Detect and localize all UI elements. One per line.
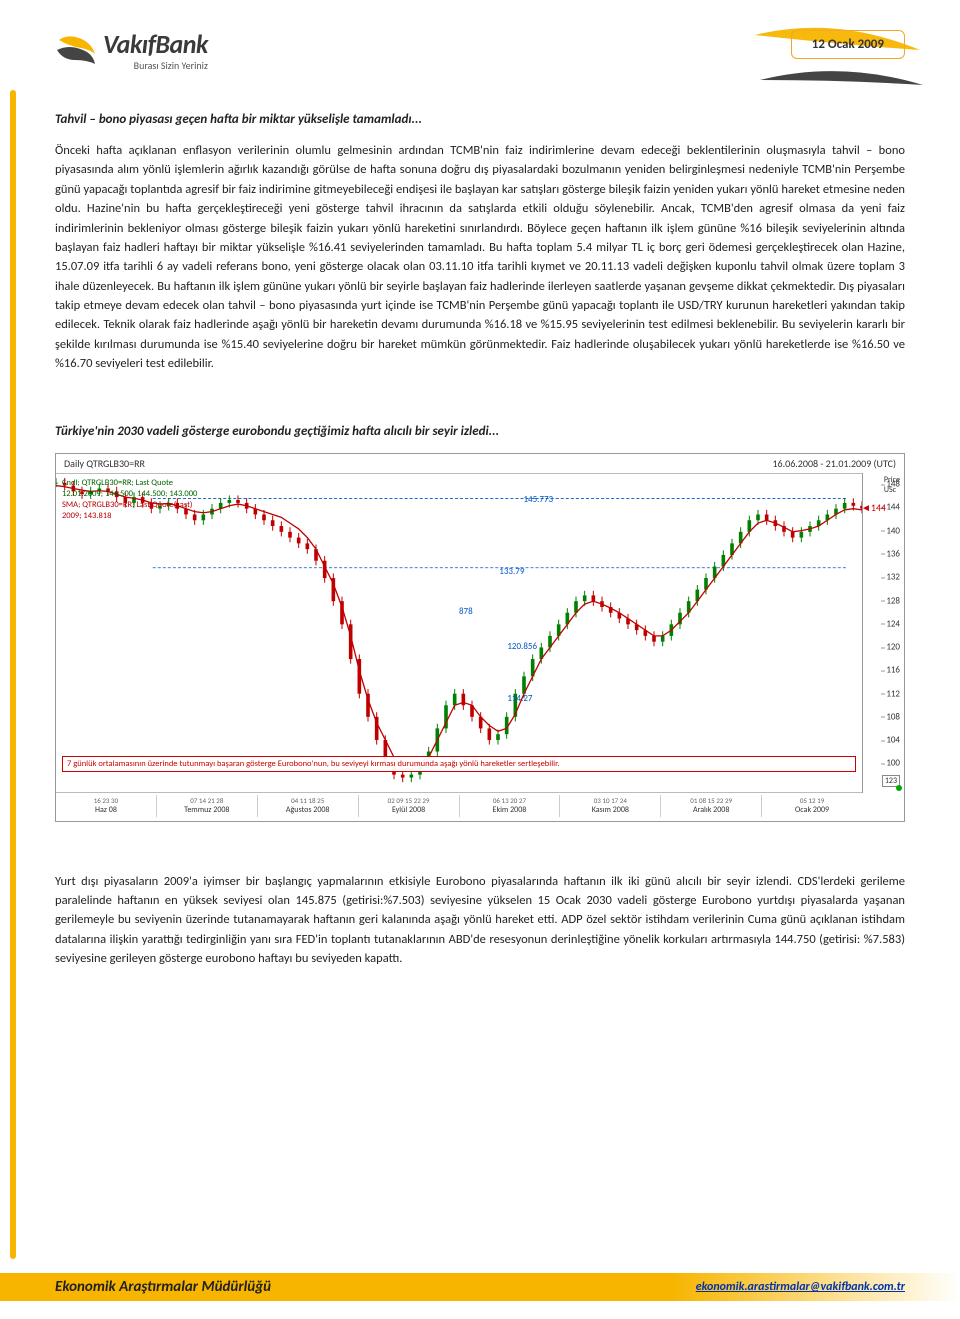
ytick-label: 144: [886, 502, 900, 513]
ytick-label: 132: [886, 572, 900, 583]
chart-title-right: 16.06.2008 - 21.01.2009 (UTC): [772, 457, 896, 470]
ytick-label: 100: [886, 758, 900, 769]
chart-annotation: 145.773: [523, 494, 553, 505]
chart-status-dot-icon: [896, 785, 902, 791]
ytick-label: 104: [886, 735, 900, 746]
xaxis-month: 01 08 15 22 29Aralık 2008: [661, 795, 762, 817]
current-price-marker: ◄144: [861, 501, 886, 514]
xaxis-month: 02 09 15 22 29Eylül 2008: [359, 795, 460, 817]
side-accent-bar: [10, 90, 16, 1259]
footer-department: Ekonomik Araştırmalar Müdürlüğü: [55, 1278, 271, 1296]
xaxis-month: 16 23 30Haz 08: [56, 795, 157, 817]
chart-x-axis: 16 23 30Haz 0807 14 21 28Temmuz 200804 1…: [56, 793, 904, 821]
ytick-label: 112: [886, 688, 900, 699]
eurobond-chart: Daily QTRGLB30=RR 16.06.2008 - 21.01.200…: [55, 453, 905, 822]
footer-bar: Ekonomik Araştırmalar Müdürlüğü ekonomik…: [0, 1273, 960, 1301]
ytick-label: 148: [886, 479, 900, 490]
ytick-label: 108: [886, 711, 900, 722]
chart-footnote: 7 günlük ortalamasının üzerinde tutunmay…: [62, 756, 856, 772]
ytick-label: 116: [886, 665, 900, 676]
page: VakıfBank Burası Sizin Yeriniz 12 Ocak 2…: [0, 0, 960, 1319]
section1-title: Tahvil – bono piyasası geçen hafta bir m…: [55, 112, 905, 127]
chart-annotation: 133.79: [499, 566, 524, 577]
logo-tagline: Burası Sizin Yeriniz: [134, 59, 208, 72]
section2-title: Türkiye'nin 2030 vadeli gösterge eurobon…: [55, 424, 905, 439]
footer-email-link[interactable]: ekonomik.arastirmalar@vakifbank.com.tr: [696, 1280, 905, 1294]
page-header: VakıfBank Burası Sizin Yeriniz 12 Ocak 2…: [55, 30, 905, 72]
section1-body: Önceki hafta açıklanan enflasyon veriler…: [55, 141, 905, 374]
section3-body: Yurt dışı piyasaların 2009'a iyimser bir…: [55, 872, 905, 969]
chart-legend-info: Cndl; QTRGLB30=RR; Last Quote 12.01.2009…: [62, 478, 197, 522]
chart-y-axis: PriceUSc 123 100104108112116120124128132…: [862, 473, 904, 793]
xaxis-month: 05 12 19Ocak 2009: [762, 795, 862, 817]
report-date: 12 Ocak 2009: [791, 30, 905, 59]
xaxis-month: 03 10 17 24Kasım 2008: [560, 795, 661, 817]
logo-block: VakıfBank Burası Sizin Yeriniz: [55, 30, 208, 72]
ytick-label: 136: [886, 548, 900, 559]
chart-title-left: Daily QTRGLB30=RR: [64, 457, 145, 470]
chart-annotation: 120.856: [507, 641, 537, 652]
logo-icon: [55, 30, 97, 72]
chart-annotation: 114.27: [507, 693, 532, 704]
chart-plot-area: Cndl; QTRGLB30=RR; Last Quote 12.01.2009…: [56, 473, 862, 793]
xaxis-month: 06 13 20 27Ekim 2008: [460, 795, 561, 817]
ytick-label: 120: [886, 642, 900, 653]
ytick-label: 140: [886, 525, 900, 536]
logo-name: VakıfBank: [103, 31, 208, 57]
ytick-label: 128: [886, 595, 900, 606]
ytick-label: 124: [886, 618, 900, 629]
chart-annotation: 878: [459, 606, 473, 617]
xaxis-month: 04 11 18 25Ağustos 2008: [258, 795, 359, 817]
xaxis-month: 07 14 21 28Temmuz 2008: [157, 795, 258, 817]
